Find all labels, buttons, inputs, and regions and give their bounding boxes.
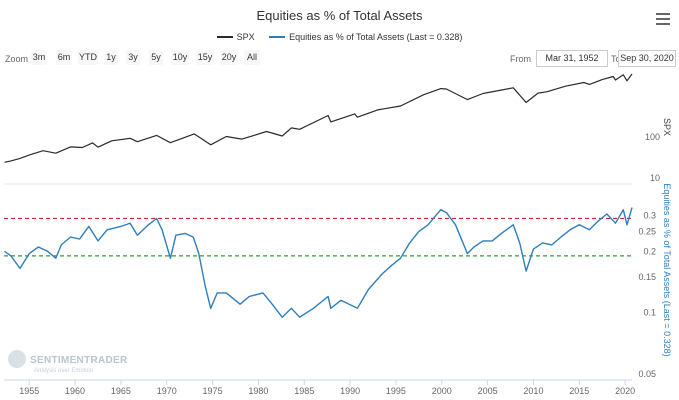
equities-tick-label-1: 0.1 bbox=[643, 308, 656, 318]
zoom-label: Zoom bbox=[5, 54, 29, 64]
watermark-circle-icon bbox=[8, 350, 26, 368]
spx-axis-label: SPX bbox=[662, 118, 672, 136]
legend-item-equities[interactable]: Equities as % of Total Assets (Last = 0.… bbox=[269, 32, 462, 42]
legend-item-spx[interactable]: SPX bbox=[216, 32, 255, 42]
x-tick-label-8: 1995 bbox=[386, 386, 406, 396]
x-tick-label-7: 1990 bbox=[340, 386, 360, 396]
legend-label-equities: Equities as % of Total Assets (Last = 0.… bbox=[289, 32, 463, 42]
x-tick-label-6: 1985 bbox=[294, 386, 314, 396]
legend-swatch-spx bbox=[216, 36, 233, 38]
watermark-brand: SENTIMENTRADER bbox=[30, 355, 128, 367]
legend-swatch-equities bbox=[269, 36, 286, 38]
zoom-button-5y[interactable]: 5y bbox=[149, 50, 163, 65]
x-tick-label-9: 2000 bbox=[432, 386, 452, 396]
equities-tick-label-4: 0.25 bbox=[638, 227, 656, 237]
spx-tick-label-0: 10 bbox=[650, 173, 660, 183]
equities-series-line bbox=[4, 207, 633, 318]
x-tick-label-5: 1980 bbox=[248, 386, 268, 396]
zoom-button-10y[interactable]: 10y bbox=[171, 50, 189, 65]
zoom-button-20y[interactable]: 20y bbox=[220, 50, 238, 65]
range-from-label: From bbox=[510, 54, 531, 64]
x-tick-label-3: 1970 bbox=[157, 386, 177, 396]
hamburger-menu-icon[interactable] bbox=[656, 13, 670, 25]
zoom-button-ytd[interactable]: YTD bbox=[78, 50, 98, 65]
zoom-button-3m[interactable]: 3m bbox=[31, 50, 47, 65]
x-tick-label-11: 2010 bbox=[523, 386, 543, 396]
legend: SPX Equities as % of Total Assets (Last … bbox=[0, 30, 679, 42]
spx-tick-label-1: 100 bbox=[645, 132, 660, 142]
x-tick-label-10: 2005 bbox=[478, 386, 498, 396]
legend-label-spx: SPX bbox=[236, 32, 255, 42]
x-tick-label-0: 1955 bbox=[19, 386, 39, 396]
chart-title: Equities as % of Total Assets bbox=[256, 8, 423, 23]
equities-tick-label-2: 0.15 bbox=[638, 272, 656, 282]
zoom-button-all[interactable]: All bbox=[244, 50, 260, 65]
range-to-label: To bbox=[611, 54, 621, 64]
watermark-logo: SENTIMENTRADER Analysis over Emotion bbox=[8, 350, 128, 374]
zoom-button-15y[interactable]: 15y bbox=[196, 50, 214, 65]
spx-series-line bbox=[4, 73, 633, 163]
zoom-button-1y[interactable]: 1y bbox=[104, 50, 118, 65]
x-tick-label-12: 2015 bbox=[569, 386, 589, 396]
equities-tick-label-3: 0.2 bbox=[643, 246, 656, 256]
watermark-tagline: Analysis over Emotion bbox=[34, 368, 94, 375]
equities-tick-label-0: 0.05 bbox=[638, 369, 656, 379]
x-tick-label-1: 1960 bbox=[65, 386, 85, 396]
zoom-button-6m[interactable]: 6m bbox=[56, 50, 72, 65]
x-tick-label-2: 1965 bbox=[111, 386, 131, 396]
x-tick-label-13: 2020 bbox=[615, 386, 635, 396]
range-to-input[interactable]: Sep 30, 2020 bbox=[618, 50, 676, 67]
equities-axis-label: Equities as % of Total Assets (Last = 0.… bbox=[662, 183, 672, 356]
zoom-button-3y[interactable]: 3y bbox=[126, 50, 140, 65]
x-tick-label-4: 1975 bbox=[203, 386, 223, 396]
range-from-input[interactable]: Mar 31, 1952 bbox=[536, 50, 608, 67]
equities-tick-label-5: 0.3 bbox=[643, 210, 656, 220]
